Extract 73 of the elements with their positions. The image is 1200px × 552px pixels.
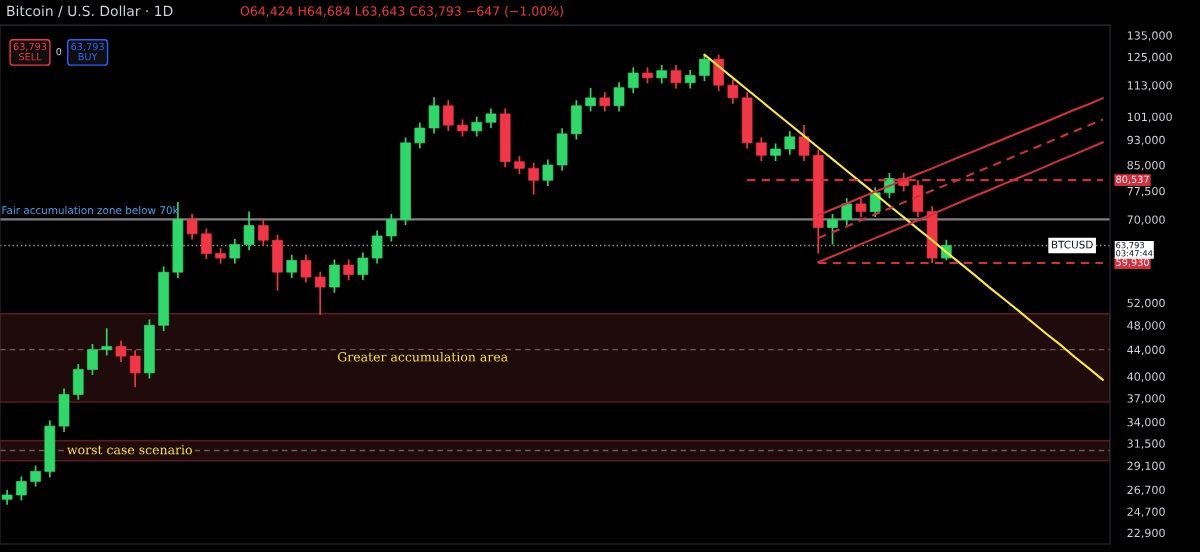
candlestick — [30, 464, 41, 488]
annotation: 63,793 BUY — [71, 42, 104, 61]
y-tick-label: 22,900 — [1127, 528, 1165, 539]
candlestick — [357, 251, 369, 281]
candlestick — [627, 66, 639, 95]
candlestick — [727, 78, 739, 105]
y-tick-label: 29,100 — [1127, 461, 1165, 472]
candlestick — [329, 258, 340, 294]
chart-subtitle: O64,424 H64,684 L63,643 C63,793 −647 (−1.00%) — [240, 6, 563, 18]
y-tick-label: 26,700 — [1127, 485, 1165, 496]
candlestick — [428, 96, 440, 135]
y-tick-label: 40,000 — [1127, 372, 1165, 382]
y-tick-label: 34,000 — [1127, 417, 1165, 428]
annotation: 0 — [56, 47, 62, 56]
y-tick-label: 44,000 — [1127, 345, 1165, 356]
candlestick — [656, 64, 668, 85]
y-tick-label: 85,000 — [1127, 161, 1165, 171]
candlestick — [827, 213, 838, 246]
candlestick — [16, 475, 27, 502]
candlestick — [613, 81, 625, 113]
y-tick-label: 48,000 — [1127, 321, 1165, 331]
candlestick — [115, 340, 127, 363]
candlestick — [414, 121, 426, 150]
y-tick-label: 125,000 — [1127, 52, 1172, 63]
candlestick — [300, 254, 312, 284]
candlestick — [87, 343, 98, 376]
band-label: Greater accumulation area — [337, 351, 508, 362]
annotation: 63,793 SELL — [13, 42, 47, 61]
candlestick — [442, 99, 454, 132]
y-tick-label: 52,000 — [1127, 298, 1165, 309]
candlestick — [684, 69, 696, 90]
candlestick — [485, 107, 497, 129]
data-label: 80,537 — [1116, 175, 1149, 184]
candlestick — [756, 136, 767, 162]
candlestick — [699, 53, 710, 82]
candlestick — [798, 124, 810, 162]
y-tick-label: 101,000 — [1127, 112, 1172, 123]
candlestick — [186, 213, 198, 241]
y-tick-label: 37,000 — [1127, 394, 1165, 404]
y-tick-label: 77,500 — [1127, 186, 1165, 197]
candlestick — [286, 254, 298, 279]
candlestick — [201, 227, 212, 260]
text: 63,793 03:47:44 — [1116, 242, 1153, 257]
candlestick — [386, 213, 397, 243]
line-series — [703, 53, 1104, 381]
candlestick — [670, 64, 682, 90]
band-label: worst case scenario — [67, 445, 192, 455]
y-tick-label: 24,700 — [1127, 507, 1165, 518]
y-tick-label: 135,000 — [1127, 31, 1172, 41]
candlestick — [101, 327, 113, 357]
candlestick — [869, 186, 881, 218]
data-label: 59,930 — [1116, 258, 1149, 267]
ref-line-label: BTCUSD — [1051, 240, 1093, 249]
candlestick — [129, 349, 141, 388]
y-tick-label: 93,000 — [1127, 135, 1165, 146]
y-tick-label: 70,000 — [1127, 215, 1165, 225]
candlestick — [343, 258, 354, 281]
candlestick — [542, 158, 554, 187]
candlestick — [257, 219, 269, 247]
chart-title: Bitcoin / U.S. Dollar · 1D — [7, 5, 173, 18]
candlestick — [585, 87, 596, 113]
candlestick — [599, 91, 611, 113]
candlestick — [314, 270, 326, 316]
y-tick-label: 31,500 — [1127, 439, 1165, 449]
y-tick-label: 113,000 — [1127, 81, 1172, 91]
candlestick — [243, 210, 255, 252]
candlestick — [528, 161, 539, 196]
candlestick — [841, 197, 853, 226]
candlestick — [371, 229, 383, 265]
candlestick — [855, 197, 867, 218]
candlestick — [229, 238, 241, 265]
candlestick — [784, 130, 796, 156]
candlestick — [471, 115, 483, 138]
